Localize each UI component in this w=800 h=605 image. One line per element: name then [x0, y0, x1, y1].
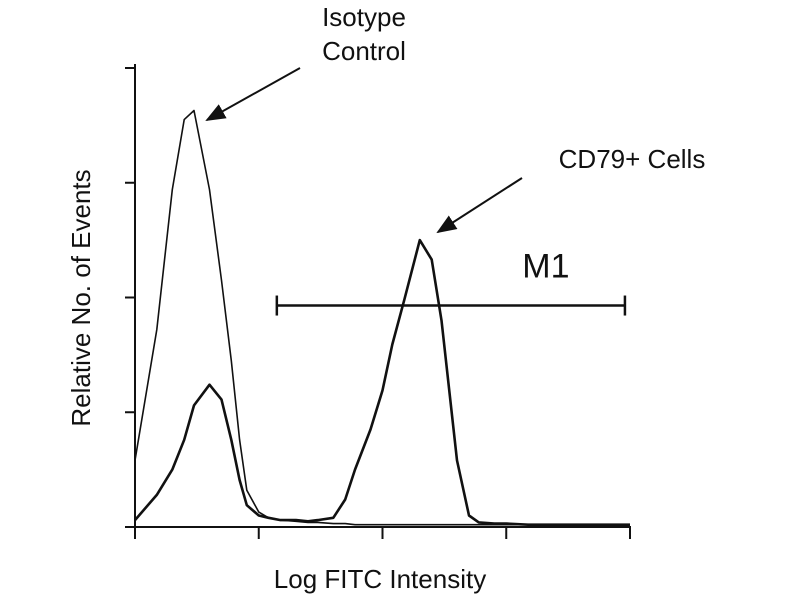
annotation: Control — [322, 36, 406, 66]
annotation: Isotype — [322, 2, 406, 32]
annotation-arrow — [436, 177, 523, 234]
y-axis-label: Relative No. of Events — [66, 169, 96, 426]
x-axis-label: Log FITC Intensity — [274, 564, 486, 594]
histogram-line — [134, 109, 630, 526]
gate-label: M1 — [522, 248, 569, 286]
annotation-arrow — [205, 67, 301, 121]
histogram-line — [134, 238, 630, 526]
annotation: CD79+ Cells — [559, 144, 706, 174]
